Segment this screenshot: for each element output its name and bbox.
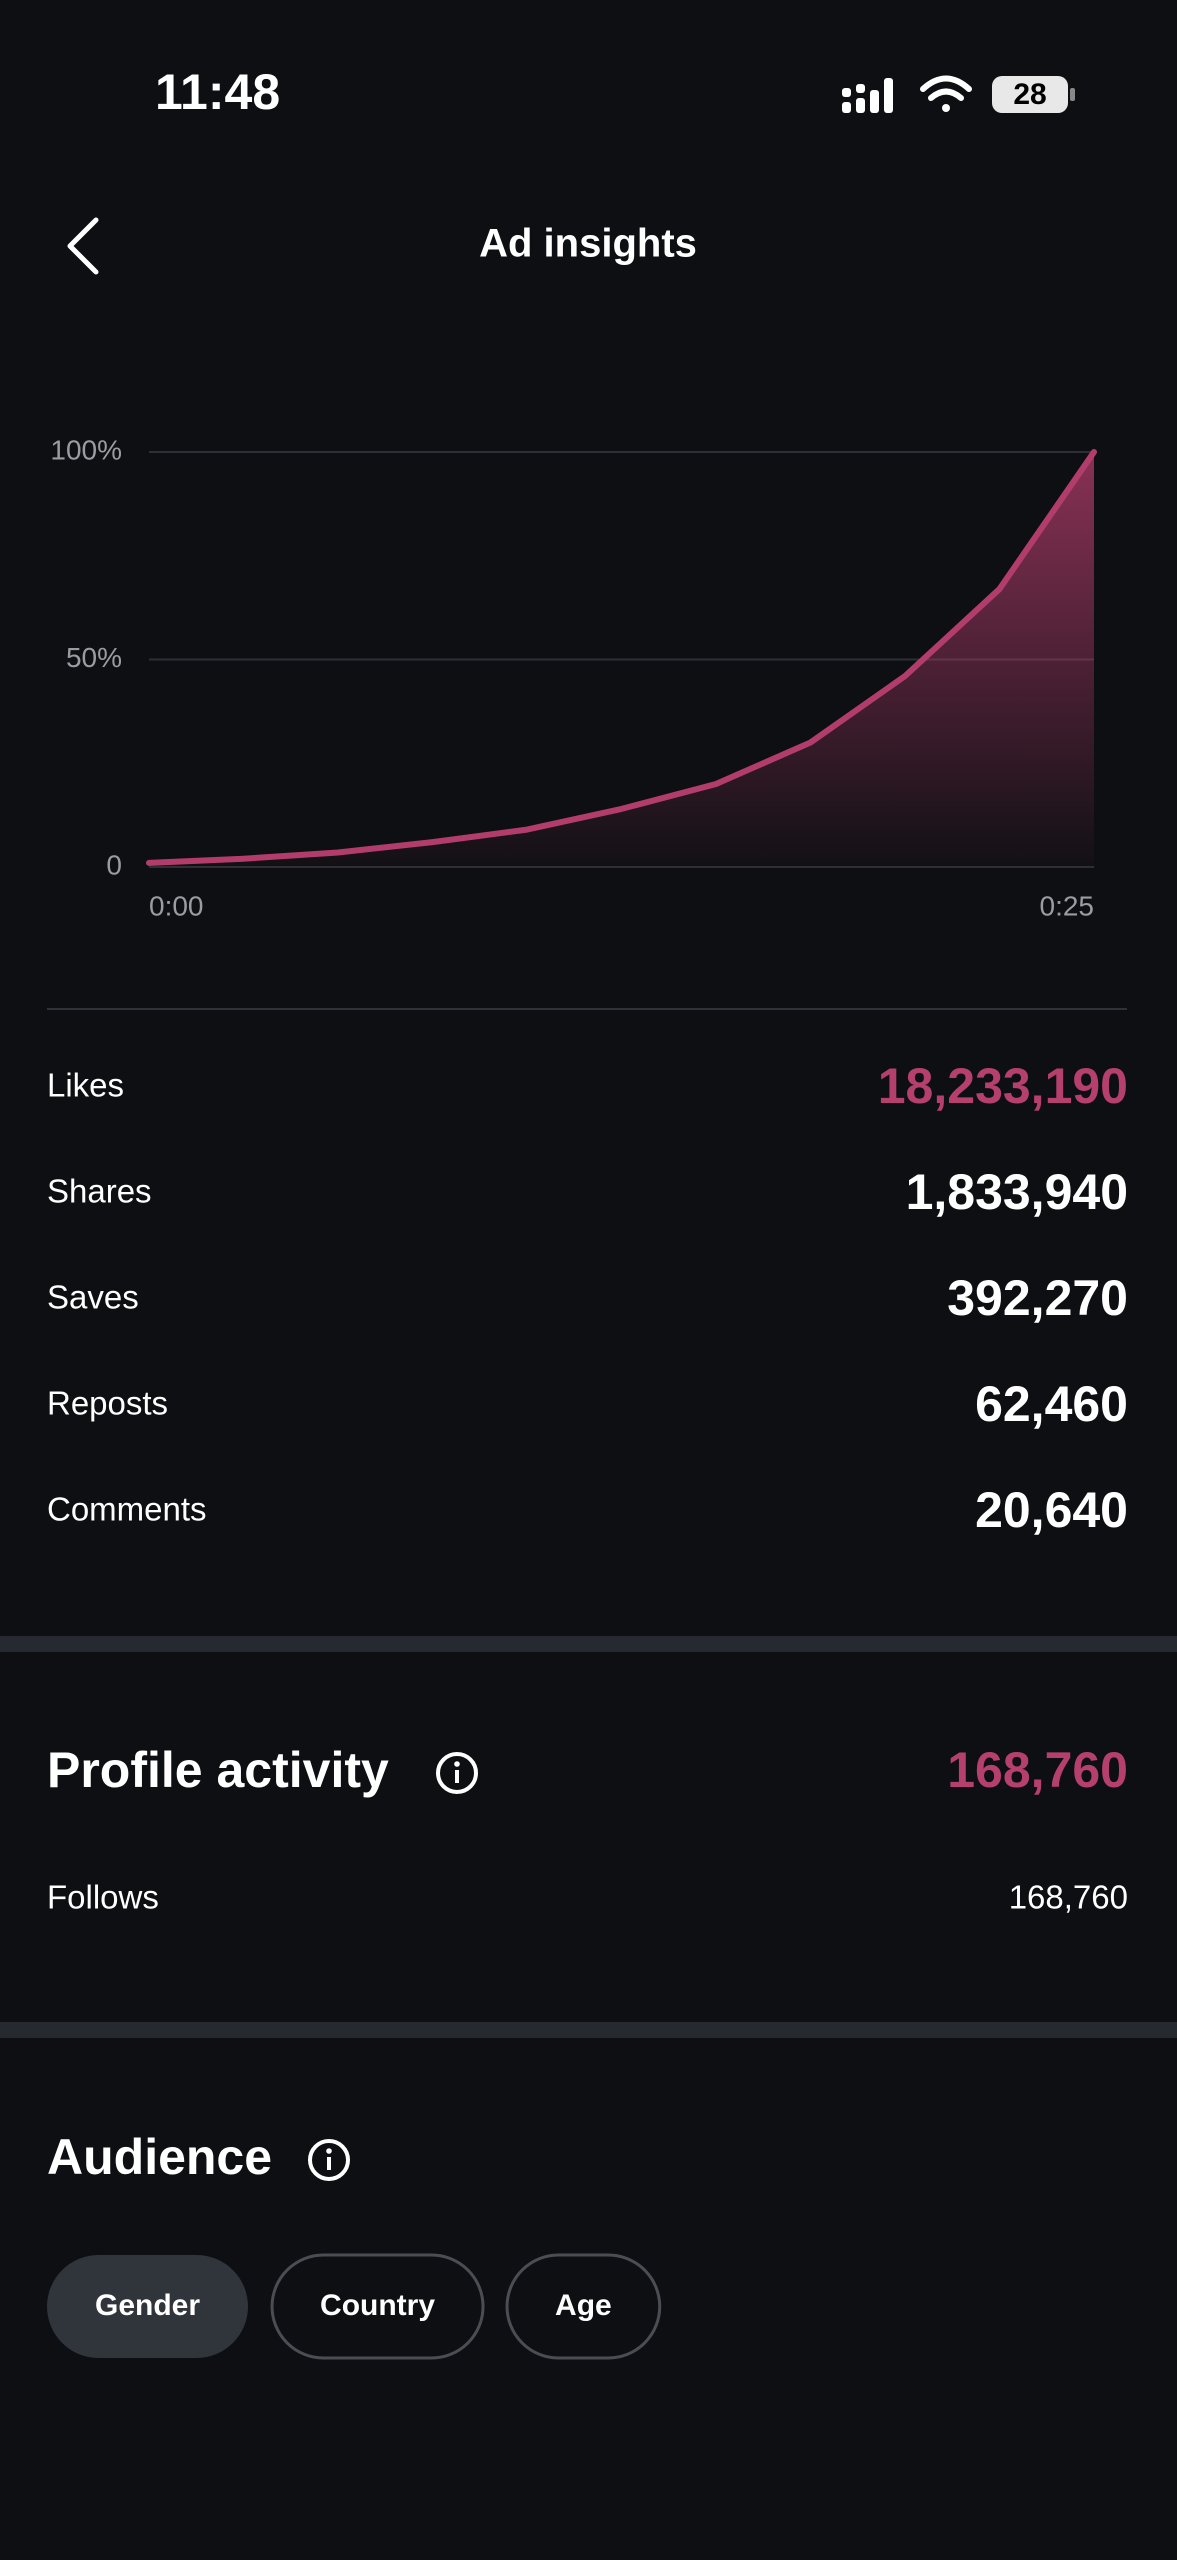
info-icon[interactable] — [436, 1752, 478, 1794]
metric-value: 1,833,940 — [906, 1164, 1128, 1220]
tab[interactable] — [47, 2255, 249, 2358]
signal-icon — [842, 78, 893, 113]
profile-activity-rows: Follows 168,760 — [47, 1879, 1128, 1916]
info-icon[interactable] — [308, 2139, 350, 2181]
audience-tabs: Gender Country Age — [47, 2253, 662, 2360]
wifi-icon — [920, 75, 972, 112]
metrics-list: Likes 18,233,190 Shares 1,833,940 Saves 392,2… — [47, 1058, 1128, 1538]
x-tick-label: 0:00 — [149, 890, 204, 921]
tab[interactable] — [270, 2253, 485, 2360]
y-tick-label: 100% — [50, 434, 122, 465]
metric-label: Comments — [47, 1491, 207, 1528]
tab-label[interactable]: Age — [555, 2289, 612, 2322]
metric-value: 18,233,190 — [878, 1058, 1128, 1114]
tab[interactable] — [505, 2253, 662, 2360]
section-title: Profile activity — [47, 1742, 389, 1798]
row-value: 168,760 — [1009, 1879, 1128, 1916]
tab-label[interactable]: Gender — [95, 2289, 200, 2322]
page-title: Ad insights — [479, 222, 697, 266]
y-tick-label: 0 — [106, 849, 122, 880]
metric-label: Shares — [47, 1173, 152, 1210]
line — [146, 449, 1097, 866]
section-title: Audience — [47, 2129, 272, 2185]
chart: 0 50% 100% 0:00 0:25 — [50, 434, 1097, 921]
battery-icon — [992, 76, 1075, 113]
section-separator — [0, 1636, 1177, 1652]
divider — [47, 1008, 1127, 1010]
tab-label[interactable]: Country — [320, 2289, 435, 2322]
metric-value: 20,640 — [975, 1482, 1128, 1538]
y-tick-label: 50% — [66, 642, 122, 673]
back-button[interactable] — [67, 217, 99, 275]
metric-label: Reposts — [47, 1385, 168, 1422]
section-separator — [0, 2022, 1177, 2038]
row-label: Follows — [47, 1879, 159, 1916]
metric-label: Likes — [47, 1067, 124, 1104]
area-fill — [149, 452, 1094, 867]
profile-activity-total: 168,760 — [947, 1742, 1128, 1798]
x-tick-label: 0:25 — [1040, 890, 1095, 921]
metric-label: Saves — [47, 1279, 139, 1316]
battery-level: 28 — [1013, 78, 1046, 111]
metric-value: 62,460 — [975, 1376, 1128, 1432]
status-time: 11:48 — [155, 64, 280, 120]
metric-value: 392,270 — [947, 1270, 1128, 1326]
